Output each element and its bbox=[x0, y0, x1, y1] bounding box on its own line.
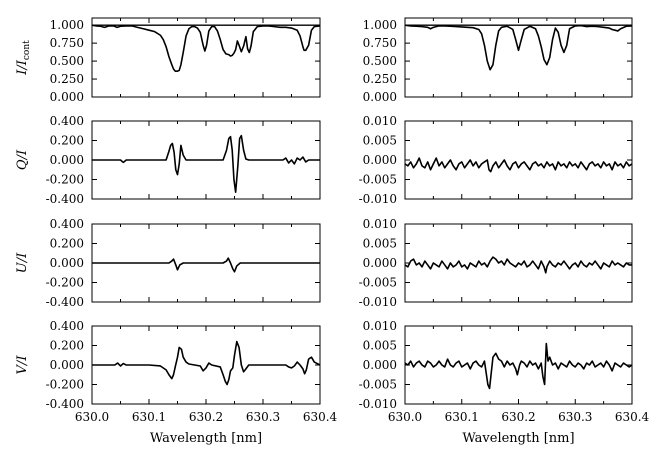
y-tick-label: -0.005 bbox=[359, 378, 397, 392]
x-tick-label: 630.2 bbox=[501, 410, 535, 424]
y-tick-label: 0.200 bbox=[50, 339, 84, 353]
x-tick-label: 630.4 bbox=[615, 410, 650, 424]
y-tick-label: 0.750 bbox=[363, 36, 397, 50]
y-tick-label: 0.400 bbox=[50, 217, 84, 231]
y-tick-label: 0.005 bbox=[363, 134, 397, 148]
y-tick-label: -0.200 bbox=[46, 276, 84, 290]
y-tick-label: 0.000 bbox=[363, 153, 397, 167]
y-tick-label: -0.400 bbox=[46, 397, 84, 411]
y-tick-label: 0.000 bbox=[50, 153, 84, 167]
x-tick-label: 630.4 bbox=[303, 410, 338, 424]
x-tick-label: 630.1 bbox=[445, 410, 479, 424]
y-tick-label: 0.000 bbox=[50, 358, 84, 372]
x-tick-label: 630.0 bbox=[75, 410, 109, 424]
y-tick-label: 0.005 bbox=[363, 339, 397, 353]
x-tick-label: 630.2 bbox=[189, 410, 223, 424]
y-tick-label: 0.500 bbox=[50, 54, 84, 68]
y-tick-label: -0.200 bbox=[46, 378, 84, 392]
y-tick-label: 1.000 bbox=[50, 18, 84, 32]
panel-right-1: 0.010 0.005 0.000 -0.005 -0.010 bbox=[359, 114, 633, 206]
panel-left-0: 1.000 0.750 0.500 0.250 0.000 I/Icont bbox=[15, 17, 321, 104]
axes-frame bbox=[404, 17, 633, 98]
profile-line bbox=[404, 157, 633, 173]
panel-left-2: 0.400 0.200 0.000 -0.200 -0.400 U/I bbox=[15, 217, 321, 309]
y-tick-label: 0.000 bbox=[363, 358, 397, 372]
y-tick-label: -0.400 bbox=[46, 192, 84, 206]
y-tick-label: 0.200 bbox=[50, 237, 84, 251]
profile-line bbox=[404, 342, 633, 390]
y-tick-label: 0.250 bbox=[50, 72, 84, 86]
profile-line bbox=[92, 257, 320, 273]
axes-frame bbox=[91, 17, 321, 98]
y-tick-label: 0.000 bbox=[363, 256, 397, 270]
panel-right-2: 0.010 0.005 0.000 -0.005 -0.010 bbox=[359, 217, 633, 309]
y-tick-label: 1.000 bbox=[363, 18, 397, 32]
y-tick-label: -0.010 bbox=[359, 295, 397, 309]
y-tick-label: 0.000 bbox=[363, 90, 397, 104]
panel-right-0: 1.000 0.750 0.500 0.250 0.000 bbox=[363, 17, 633, 104]
y-tick-label: -0.005 bbox=[359, 276, 397, 290]
panel-left-1: 0.400 0.200 0.000 -0.200 -0.400 Q/I bbox=[15, 114, 321, 206]
x-tick-label: 630.3 bbox=[558, 410, 592, 424]
y-tick-label: -0.200 bbox=[46, 173, 84, 187]
profile-line bbox=[91, 24, 321, 72]
profile-line bbox=[92, 134, 320, 193]
y-tick-label: 0.010 bbox=[363, 114, 397, 128]
x-axis-title: Wavelength [nm] bbox=[462, 431, 574, 446]
profile-line bbox=[404, 256, 632, 274]
y-tick-label: 0.200 bbox=[50, 134, 84, 148]
y-axis-title: Q/I bbox=[15, 149, 30, 170]
y-tick-label: 0.000 bbox=[50, 256, 84, 270]
y-tick-label: -0.400 bbox=[46, 295, 84, 309]
y-tick-label: 0.000 bbox=[50, 90, 84, 104]
y-axis-title: V/I bbox=[15, 355, 30, 375]
y-tick-label: -0.010 bbox=[359, 397, 397, 411]
y-tick-label: 0.010 bbox=[363, 217, 397, 231]
y-tick-label: 0.250 bbox=[363, 72, 397, 86]
x-tick-label: 630.3 bbox=[246, 410, 280, 424]
y-tick-label: 0.005 bbox=[363, 237, 397, 251]
y-tick-label: 0.010 bbox=[363, 319, 397, 333]
x-tick-label: 630.1 bbox=[132, 410, 166, 424]
y-tick-label: 0.750 bbox=[50, 36, 84, 50]
profile-line bbox=[92, 340, 321, 386]
y-tick-label: 0.500 bbox=[363, 54, 397, 68]
axes-frame bbox=[404, 120, 633, 200]
profile-line bbox=[404, 24, 633, 71]
y-axis-title: I/Icont bbox=[15, 40, 32, 76]
y-axis-title: U/I bbox=[15, 252, 30, 273]
y-tick-label: -0.010 bbox=[359, 192, 397, 206]
y-tick-label: 0.400 bbox=[50, 114, 84, 128]
x-axis-title: Wavelength [nm] bbox=[150, 431, 262, 446]
y-tick-label: 0.400 bbox=[50, 319, 84, 333]
x-tick-label: 630.0 bbox=[388, 410, 422, 424]
y-tick-label: -0.005 bbox=[359, 173, 397, 187]
